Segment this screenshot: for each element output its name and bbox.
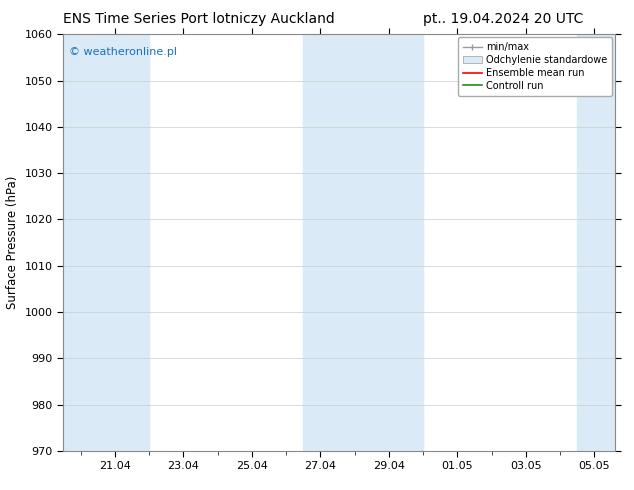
Bar [303,34,423,451]
Text: pt.. 19.04.2024 20 UTC: pt.. 19.04.2024 20 UTC [423,12,583,26]
Bar [578,34,615,451]
Text: © weatheronline.pl: © weatheronline.pl [69,47,177,57]
Text: ENS Time Series Port lotniczy Auckland: ENS Time Series Port lotniczy Auckland [63,12,335,26]
Y-axis label: Surface Pressure (hPa): Surface Pressure (hPa) [6,176,19,309]
Bar [63,34,149,451]
Legend: min/max, Odchylenie standardowe, Ensemble mean run, Controll run: min/max, Odchylenie standardowe, Ensembl… [458,37,612,96]
